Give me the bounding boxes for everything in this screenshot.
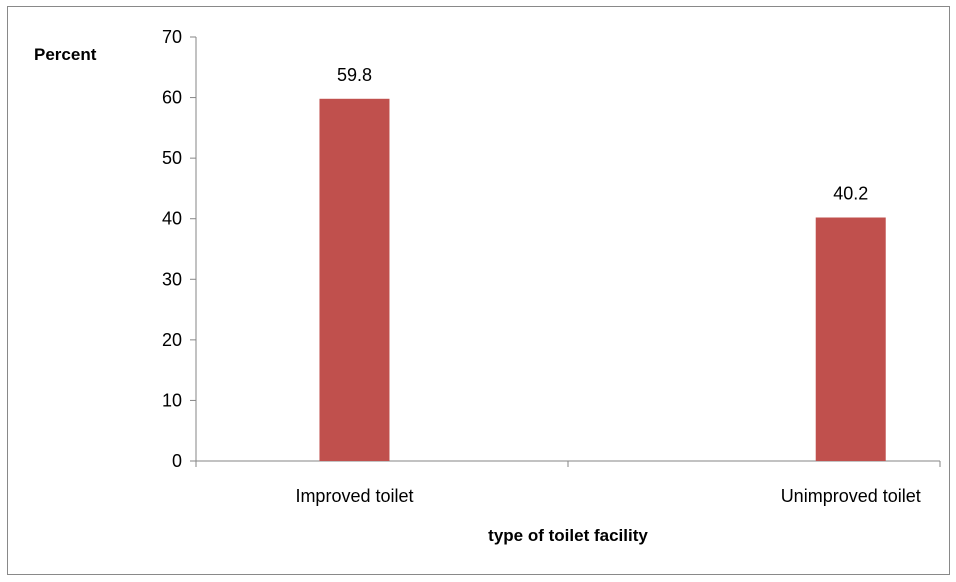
x-category-label-2: Unimproved toilet <box>781 486 921 506</box>
y-tick-label: 20 <box>162 330 182 350</box>
bar-2 <box>815 217 886 461</box>
y-tick-label: 70 <box>162 27 182 47</box>
y-tick-label: 10 <box>162 390 182 410</box>
bars: 59.8 40.2 <box>319 65 886 461</box>
data-label-2: 40.2 <box>833 184 868 204</box>
y-axis-title: Percent <box>34 45 97 64</box>
chart-frame <box>7 6 950 575</box>
x-category-label-1: Improved toilet <box>295 486 413 506</box>
y-tick-label: 0 <box>172 451 182 471</box>
y-tick-label: 30 <box>162 269 182 289</box>
y-tick-label: 40 <box>162 209 182 229</box>
x-axis-title: type of toilet facility <box>488 526 648 545</box>
y-tick-label: 50 <box>162 148 182 168</box>
data-label-1: 59.8 <box>337 65 372 85</box>
y-tick-label: 60 <box>162 88 182 108</box>
bar-1 <box>319 98 390 461</box>
